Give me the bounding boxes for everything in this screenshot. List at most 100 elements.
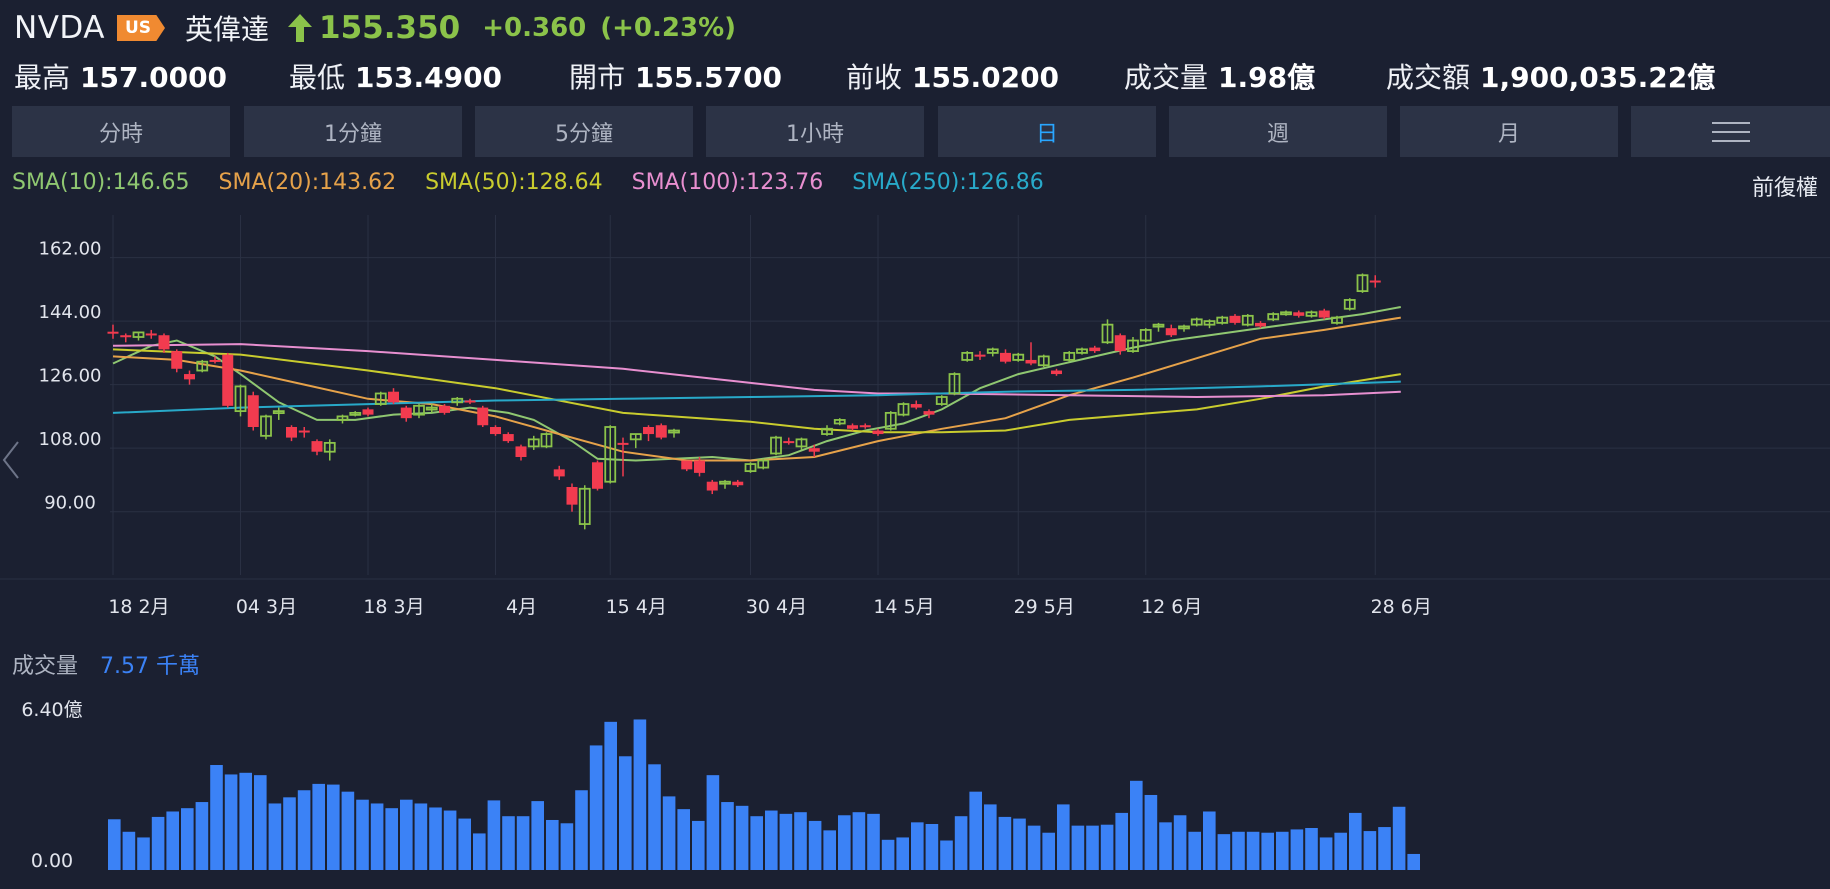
tab-1-minute[interactable]: 1分鐘 xyxy=(244,106,462,157)
x-tick-label: 18 2月 xyxy=(108,596,169,618)
volume-bar xyxy=(1115,812,1128,870)
volume-bar xyxy=(1173,815,1187,870)
candle-body xyxy=(490,427,501,435)
volume-bar xyxy=(531,801,544,870)
volume-bar xyxy=(1407,853,1420,870)
candle-body xyxy=(1369,280,1381,283)
volume-bar xyxy=(867,813,880,870)
candle-body xyxy=(859,425,871,428)
up-arrow-icon xyxy=(287,13,313,43)
volume-bar xyxy=(224,774,238,870)
candle-body xyxy=(502,434,514,442)
volume-bar xyxy=(1334,832,1347,870)
tab-1-hour[interactable]: 1小時 xyxy=(706,106,924,157)
volume-bar xyxy=(911,822,924,870)
candle-body xyxy=(706,481,718,491)
candle-body xyxy=(986,348,999,354)
tab-timeshare[interactable]: 分時 xyxy=(12,106,230,157)
volume-bar xyxy=(765,810,778,870)
period-tabs: 分時 1分鐘 5分鐘 1小時 日 週 月 xyxy=(12,106,1830,158)
candle-body xyxy=(1255,322,1266,327)
candle-body xyxy=(948,373,961,395)
volume-bar xyxy=(166,811,179,870)
candle-body xyxy=(1139,329,1152,342)
volume-bar xyxy=(1290,829,1304,870)
volume-bar xyxy=(750,816,763,870)
candle-body xyxy=(247,395,259,427)
candle-body xyxy=(604,426,617,483)
x-tick-label: 29 5月 xyxy=(1014,596,1075,618)
volume-bar xyxy=(1144,794,1158,870)
chevron-left-icon[interactable] xyxy=(0,440,22,480)
volume-header-value: 7.57 千萬 xyxy=(100,654,200,679)
volume-bar xyxy=(370,803,384,870)
volume-bar xyxy=(312,783,325,870)
candle-body xyxy=(1063,351,1076,361)
volume-bar xyxy=(823,830,836,870)
volume-bar xyxy=(1319,837,1333,870)
candle-body xyxy=(770,436,782,455)
price-adjust-toggle[interactable]: 前復權 xyxy=(1751,176,1818,201)
volume-bar xyxy=(327,784,340,870)
volume-bar xyxy=(896,837,909,870)
volume-bar xyxy=(414,803,428,870)
candle-body xyxy=(388,391,399,403)
volume-bar xyxy=(108,819,121,870)
candle-body xyxy=(833,419,846,425)
candle-body xyxy=(681,460,693,470)
stat-low: 最低 153.4900 xyxy=(289,56,502,96)
stat-label: 最高 xyxy=(14,61,71,94)
sma-20-label: SMA(20):143.62 xyxy=(218,170,397,195)
candle-body xyxy=(1076,348,1088,354)
candle-body xyxy=(336,415,349,421)
candle-body xyxy=(1114,335,1126,352)
volume-bar xyxy=(268,803,282,870)
volume-bar xyxy=(794,812,807,870)
candle-body xyxy=(617,442,629,445)
sma-line xyxy=(112,380,1401,414)
candle-body xyxy=(847,425,858,429)
x-tick-label: 4月 xyxy=(506,596,537,618)
candle-body xyxy=(1343,299,1356,310)
x-tick-label: 30 4月 xyxy=(746,596,807,618)
tab-weekly[interactable]: 週 xyxy=(1169,106,1387,157)
candle-body xyxy=(795,438,808,448)
candle-body xyxy=(120,335,132,338)
volume-bar xyxy=(385,808,398,870)
candle-body xyxy=(527,438,540,448)
stat-value: 1,900,035.22億 xyxy=(1480,61,1716,94)
volume-bar xyxy=(852,812,866,870)
volume-bar xyxy=(604,721,617,870)
tab-more-menu[interactable] xyxy=(1631,106,1830,157)
tab-5-minute[interactable]: 5分鐘 xyxy=(475,106,693,157)
volume-bar xyxy=(925,823,939,870)
volume-y-tick-label: 6.40億 xyxy=(21,699,82,721)
volume-bar xyxy=(1261,832,1274,870)
volume-bar xyxy=(1217,834,1231,870)
candle-body xyxy=(298,430,310,433)
candle-body xyxy=(107,331,119,334)
candle-body xyxy=(1025,359,1037,364)
volume-bar xyxy=(575,790,588,870)
candle-body xyxy=(1305,311,1318,317)
volume-bar xyxy=(969,791,982,870)
volume-bar xyxy=(502,816,515,870)
volume-bar xyxy=(648,764,661,870)
volume-bar xyxy=(1086,825,1099,870)
candle-body xyxy=(884,411,897,430)
candle-body xyxy=(694,460,705,473)
volume-bar xyxy=(239,772,252,870)
volume-bar xyxy=(1159,822,1172,870)
y-tick-label: 126.00 xyxy=(39,366,102,387)
volume-bar xyxy=(1378,827,1391,870)
candle-body xyxy=(286,427,297,438)
volume-bar xyxy=(1100,824,1114,870)
stat-volume: 成交量 1.98億 xyxy=(1124,56,1315,96)
candle-body xyxy=(732,481,744,486)
tab-daily[interactable]: 日 xyxy=(938,106,1156,157)
tab-monthly[interactable]: 月 xyxy=(1400,106,1618,157)
volume-bar xyxy=(137,837,150,870)
volume-bar xyxy=(443,810,457,870)
y-tick-label: 90.00 xyxy=(44,493,96,514)
